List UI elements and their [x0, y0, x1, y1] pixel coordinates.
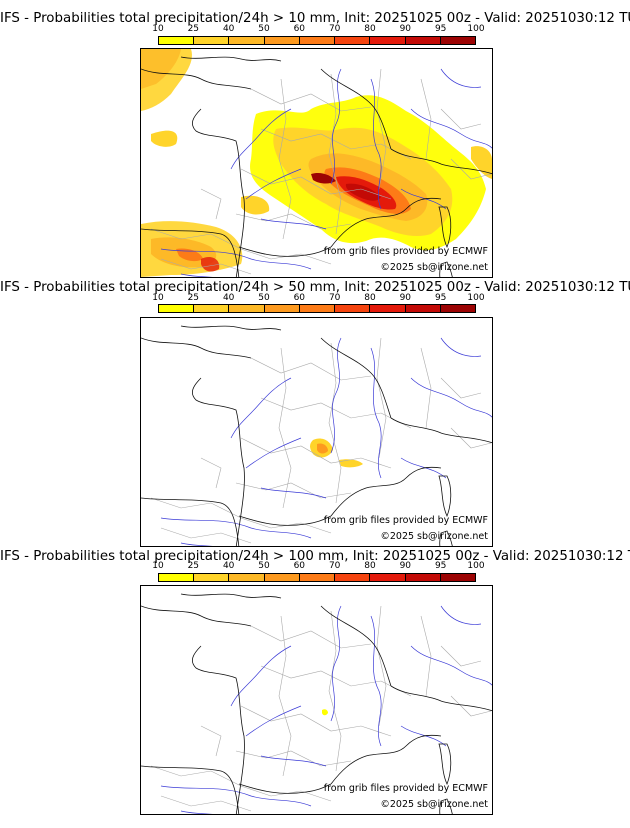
credit-source: from grib files provided by ECMWF: [323, 783, 488, 794]
colorbar-swatch: [229, 37, 265, 44]
colorbar-tick: 10: [152, 561, 164, 571]
colorbar-swatch: [194, 574, 230, 581]
colorbar-tick: 95: [434, 293, 447, 303]
colorbar: [158, 573, 476, 582]
panel-title: IFS - Probabilities total precipitation/…: [0, 549, 630, 564]
colorbar-tick: 70: [328, 293, 341, 303]
colorbar-swatch: [229, 305, 265, 312]
panel-title: IFS - Probabilities total precipitation/…: [0, 11, 630, 26]
colorbar-ticks: 10 25 40 50 60 70 80 90 95 100: [152, 561, 484, 572]
panel-title: IFS - Probabilities total precipitation/…: [0, 280, 630, 295]
colorbar-swatch: [159, 305, 195, 312]
colorbar-tick: 10: [152, 24, 164, 34]
colorbar-swatch: [264, 305, 300, 312]
colorbar-swatch: [159, 37, 195, 44]
colorbar-swatch: [159, 574, 195, 581]
colorbar-tick: 70: [328, 24, 341, 34]
colorbar: [158, 36, 476, 45]
colorbar-swatch: [194, 305, 230, 312]
credit-copyright: ©2025 sb@irizone.net: [380, 262, 488, 273]
precip-shading: [310, 438, 363, 468]
colorbar-swatch: [405, 574, 441, 581]
colorbar-tick: 25: [187, 561, 200, 571]
credit-copyright: ©2025 sb@irizone.net: [380, 799, 488, 810]
colorbar-tick: 40: [222, 24, 235, 34]
colorbar-tick: 90: [399, 293, 412, 303]
colorbar-swatch: [405, 37, 441, 44]
colorbar-swatch: [299, 305, 336, 312]
colorbar-swatch: [335, 305, 371, 312]
map-canvas: [141, 49, 492, 277]
colorbar-tick: 50: [258, 561, 270, 571]
probability-map: from grib files provided by ECMWF ©2025 …: [140, 48, 493, 278]
colorbar-tick: 40: [222, 293, 235, 303]
colorbar-tick: 100: [467, 561, 485, 571]
colorbar-swatch: [440, 305, 475, 312]
colorbar-swatch: [194, 37, 230, 44]
colorbar-tick: 10: [152, 293, 164, 303]
colorbar-tick: 100: [467, 24, 485, 34]
colorbar-tick: 95: [434, 561, 447, 571]
colorbar-tick: 80: [364, 24, 376, 34]
colorbar-tick: 90: [399, 24, 412, 34]
colorbar-tick: 95: [434, 24, 447, 34]
probability-map: from grib files provided by ECMWF ©2025 …: [140, 317, 493, 547]
map-canvas: [141, 325, 492, 546]
colorbar-ticks: 10 25 40 50 60 70 80 90 95 100: [152, 24, 484, 35]
colorbar-swatch: [335, 574, 371, 581]
colorbar-ticks: 10 25 40 50 60 70 80 90 95 100: [152, 293, 484, 304]
colorbar-swatch: [299, 37, 336, 44]
colorbar-swatch: [440, 574, 475, 581]
credit-source: from grib files provided by ECMWF: [323, 246, 488, 257]
colorbar: [158, 304, 476, 313]
colorbar-tick: 80: [364, 561, 376, 571]
colorbar-tick: 25: [187, 293, 200, 303]
precip-shading: [141, 49, 492, 277]
colorbar-tick: 25: [187, 24, 200, 34]
colorbar-swatch: [370, 574, 406, 581]
colorbar-swatch: [370, 305, 406, 312]
colorbar-tick: 90: [399, 561, 412, 571]
colorbar-tick: 40: [222, 561, 235, 571]
colorbar-tick: 70: [328, 561, 341, 571]
colorbar-tick: 50: [258, 293, 270, 303]
colorbar-swatch: [405, 305, 441, 312]
colorbar-swatch: [335, 37, 371, 44]
colorbar-swatch: [370, 37, 406, 44]
colorbar-tick: 60: [293, 24, 306, 34]
probability-map: from grib files provided by ECMWF ©2025 …: [140, 585, 493, 815]
colorbar-tick: 50: [258, 24, 270, 34]
colorbar-swatch: [229, 574, 265, 581]
colorbar-swatch: [264, 574, 300, 581]
credit-source: from grib files provided by ECMWF: [323, 515, 488, 526]
colorbar-tick: 100: [467, 293, 485, 303]
colorbar-swatch: [299, 574, 336, 581]
colorbar-tick: 60: [293, 293, 306, 303]
credit-copyright: ©2025 sb@irizone.net: [380, 531, 488, 542]
precip-shading: [322, 709, 328, 716]
colorbar-tick: 60: [293, 561, 306, 571]
colorbar-tick: 80: [364, 293, 376, 303]
map-canvas: [141, 593, 492, 814]
colorbar-swatch: [264, 37, 300, 44]
colorbar-swatch: [440, 37, 475, 44]
